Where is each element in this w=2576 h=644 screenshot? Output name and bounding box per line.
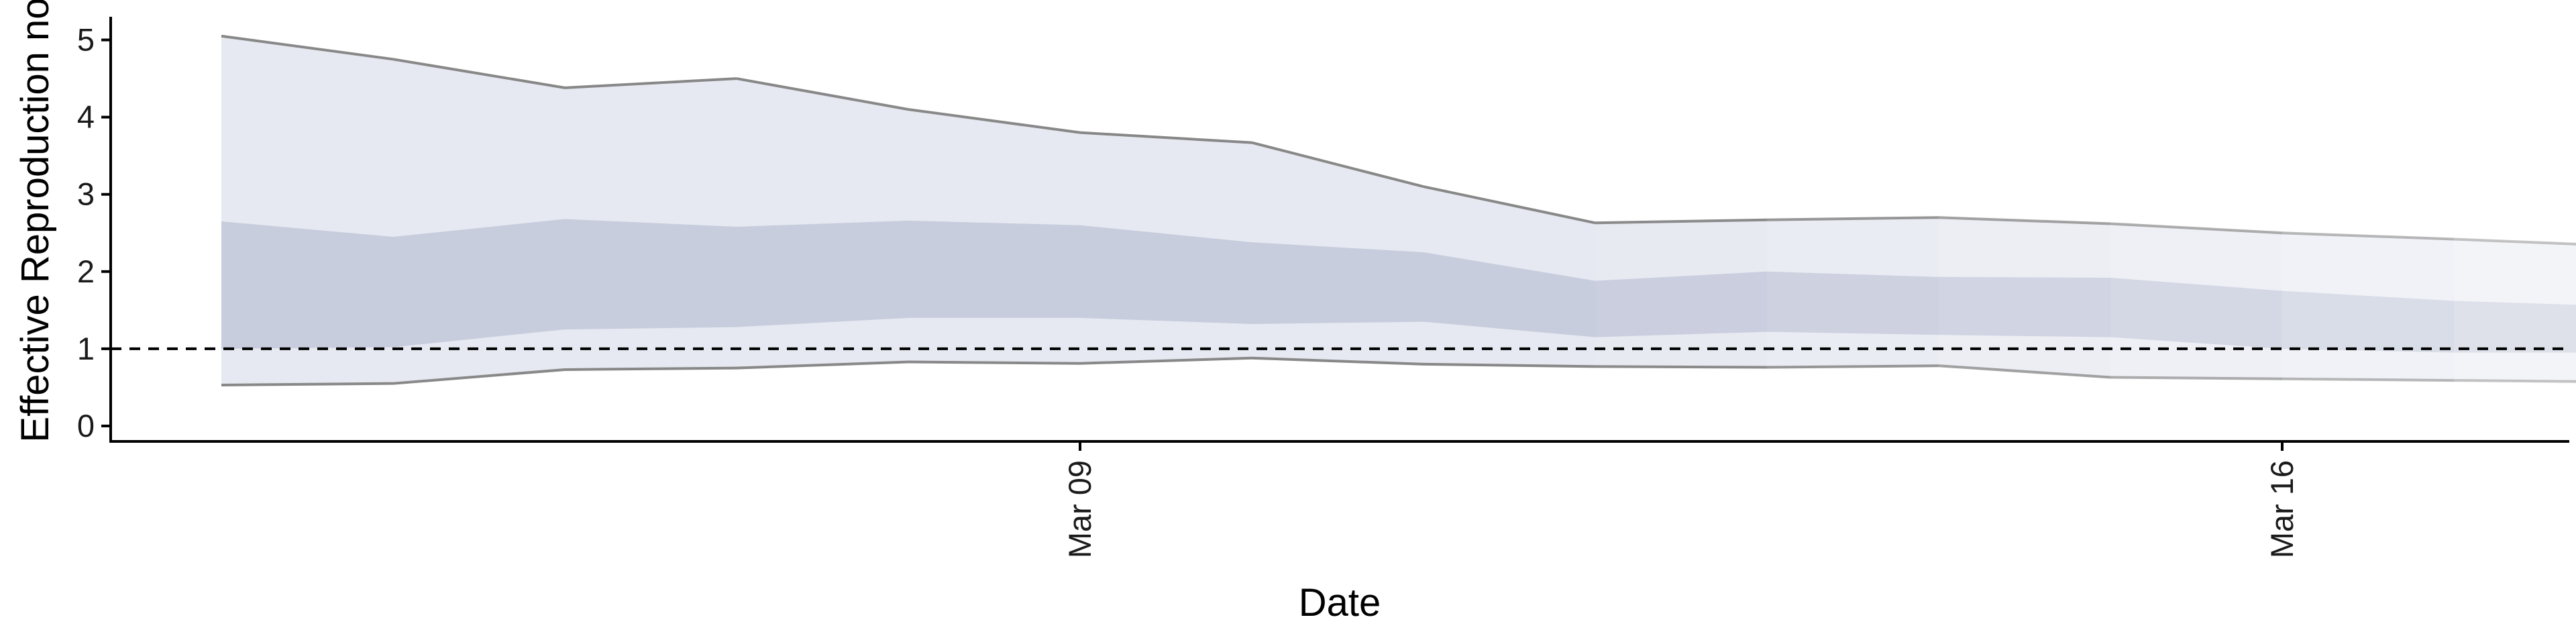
upper-bound-segment (2453, 237, 2576, 246)
inner-band-segment (2110, 278, 2282, 349)
inner-band-segment (1767, 271, 1939, 335)
upper-bound-segment (2110, 222, 2283, 235)
upper-bound-segment (1079, 131, 1252, 144)
upper-bound-segment (908, 108, 1081, 134)
inner-band-segment (393, 219, 565, 347)
outer-band-segment (2454, 239, 2576, 382)
upper-bound-segment (1423, 185, 1596, 225)
inner-band-segment (737, 220, 908, 327)
lower-bound-segment (564, 366, 737, 371)
inner-band-segment (2454, 301, 2576, 353)
lower-bound-segment (908, 360, 1081, 365)
upper-bound-segment (1595, 218, 1768, 225)
y-tick-label: 5 (77, 22, 95, 58)
lower-bound-segment (2110, 376, 2283, 380)
inner-band-segment (2282, 290, 2454, 353)
y-axis-title: Effective Reproduction no. (13, 0, 57, 443)
inner-band-segment (1939, 276, 2110, 337)
upper-bound-segment (392, 58, 566, 89)
x-axis-title: Date (1299, 581, 1381, 625)
lower-bound-segment (2453, 379, 2576, 383)
upper-bound-segment (2282, 231, 2455, 241)
inner-band-segment (565, 219, 737, 330)
lower-bound-segment (392, 368, 566, 385)
lower-bound-segment (1423, 362, 1596, 368)
x-axis-ticks: Mar 09 Mar 16 (1062, 441, 2300, 558)
outer-bound-lines (221, 34, 2576, 386)
x-tick-label: Mar 16 (2264, 460, 2300, 558)
lower-bound-segment (736, 360, 909, 370)
lower-bound-segment (1079, 356, 1252, 365)
lower-bound-segment (2282, 377, 2455, 382)
credible-interval-bands (221, 36, 2576, 385)
y-axis-ticks: 0 1 2 3 4 5 (77, 22, 111, 443)
upper-bound-segment (564, 77, 737, 89)
lower-bound-segment (221, 382, 394, 386)
x-tick-label: Mar 09 (1062, 460, 1097, 558)
upper-bound-segment (736, 77, 909, 111)
inner-band-segment (908, 220, 1080, 318)
y-tick-label: 0 (77, 408, 95, 443)
upper-bound-segment (1938, 216, 2111, 225)
inner-band-segment (1424, 252, 1595, 337)
inner-band-segment (1595, 271, 1767, 337)
inner-band-segment (221, 221, 393, 349)
upper-bound-segment (1766, 216, 1939, 221)
y-tick-label: 2 (77, 254, 95, 289)
lower-bound-segment (1251, 356, 1424, 366)
lower-bound-segment (1595, 365, 1768, 369)
lower-bound-segment (1938, 364, 2111, 379)
upper-bound-segment (221, 34, 394, 61)
lower-bound-segment (1766, 364, 1939, 369)
upper-bound-segment (1251, 141, 1424, 189)
y-tick-label: 1 (77, 331, 95, 366)
y-tick-label: 4 (77, 99, 95, 135)
inner-band-segment (1080, 225, 1252, 325)
y-tick-label: 3 (77, 176, 95, 212)
inner-band-segment (1252, 242, 1424, 325)
